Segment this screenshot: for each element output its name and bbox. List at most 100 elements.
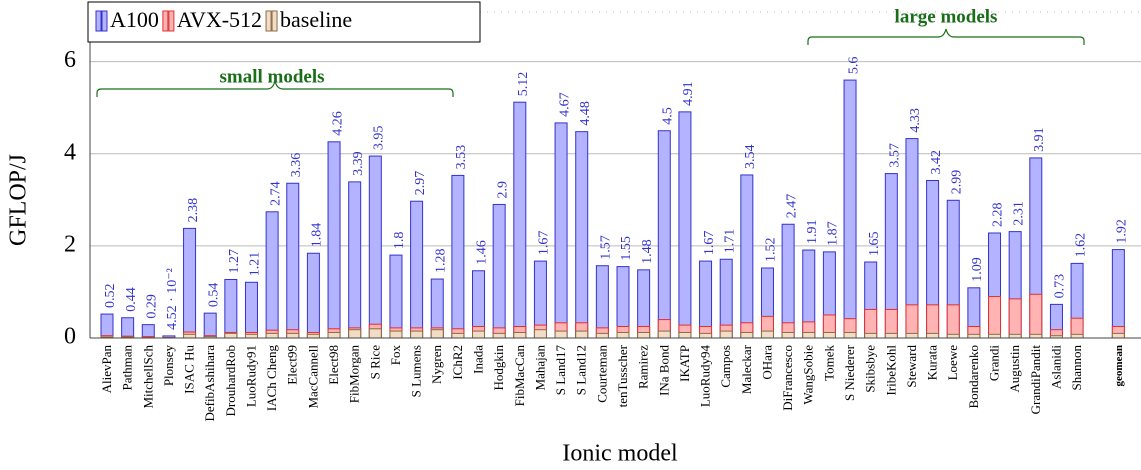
value-label: 1.67 [702,231,717,256]
bar [1111,332,1125,339]
bar [286,182,300,339]
value-label: 2.38 [186,198,201,223]
bar [1070,333,1084,339]
x-tick-label: S Rice [367,345,382,380]
value-label: 5.6 [846,57,861,75]
x-axis-label: Ionic model [562,441,678,467]
x-tick-label: MacCannell [305,345,320,409]
x-tick-label: tenTusscher [615,344,630,407]
annotation: large models [895,6,998,27]
bar [575,131,589,339]
bar [637,331,651,339]
value-label: 4.48 [578,101,593,126]
legend-label: A100 [110,7,159,32]
x-tick-label: Campos [718,345,733,388]
value-label: 1.55 [619,236,634,261]
bar [678,111,692,339]
bar [410,330,424,339]
value-label: 2.9 [495,181,510,199]
y-axis-label: GFLOP/J [6,154,32,246]
x-tick-label: Fox [388,345,403,366]
annotation: small models [219,66,324,87]
bar [575,330,589,339]
x-tick-label: Pathman [120,345,135,391]
x-tick-label: AlievPan [99,345,114,394]
value-label: 2.31 [1011,201,1026,225]
y-tick-label: 0 [64,324,76,350]
x-tick-label: Elect99 [285,345,300,385]
value-label: 1.28 [433,249,448,274]
value-label: 3.42 [929,150,944,175]
x-tick-label: Tomek [821,345,836,381]
value-label: 4.67 [557,92,572,117]
x-tick-label: Skibsbye [863,345,878,393]
bar [203,312,217,339]
x-tick-label: Bondarenko [966,345,981,409]
bar [265,332,279,339]
bar [183,333,197,339]
y-tick-label: 2 [64,231,76,257]
bar [451,174,465,339]
bar [884,332,898,339]
bar [595,265,609,339]
x-tick-label: WangSobie [801,345,816,405]
legend: A100 AVX-512 baseline [87,1,481,43]
value-label: 1.62 [1073,233,1088,258]
value-label: 1.21 [248,252,263,276]
bar [802,331,816,339]
bar [389,330,403,339]
bar [306,333,320,339]
value-label: 4.5 [660,107,675,125]
value-label: 1.46 [475,240,490,265]
value-label: 2.97 [413,171,428,196]
bar [988,333,1002,339]
x-tick-label: Nygren [429,345,444,384]
bar [657,330,671,339]
bar [657,130,671,339]
x-tick-label: Elect98 [326,345,341,385]
value-label: 1.27 [227,249,242,274]
value-label: 0.44 [124,287,139,312]
bar [430,329,444,339]
value-label: 5.12 [516,72,531,97]
x-tick-label: geomean [1113,345,1125,387]
bar [368,328,382,339]
bar [1029,293,1043,339]
value-label: 3.39 [351,151,366,176]
x-tick-label: GrandiPandit [1028,345,1043,415]
x-tick-label: S Niederer [842,344,857,401]
bar [100,313,114,339]
value-label: 1.67 [537,231,552,256]
value-label: 0.54 [206,283,221,308]
bar [554,122,568,339]
value-label: 3.95 [372,126,387,151]
legend-swatch [101,10,108,32]
bar [1111,249,1125,339]
x-tick-label: Maleckar [739,344,754,394]
legend-swatch [162,10,169,32]
bar [348,329,362,339]
legend-label: baseline [280,7,352,32]
legend-swatch [265,10,272,32]
bar [946,333,960,339]
y-tick-label: 4 [64,139,76,165]
bar [410,200,424,339]
bar [554,330,568,339]
x-tick-label: IKATP [677,345,692,382]
value-label: 2.74 [268,181,283,206]
bar [719,330,733,339]
value-label: 2.99 [949,170,964,195]
value-label: 1.65 [867,232,882,257]
value-label: 1.71 [722,229,737,254]
x-tick-label: S Land17 [553,345,568,396]
bar [1008,298,1022,339]
x-tick-label: Augustin [1007,345,1022,393]
x-tick-label: Steward [904,345,919,388]
bar [389,254,403,339]
bar [699,332,713,339]
x-tick-label: Loewe [945,345,960,381]
bar [306,252,320,339]
value-label: 1.92 [1115,219,1130,244]
value-label: 1.84 [310,223,325,248]
